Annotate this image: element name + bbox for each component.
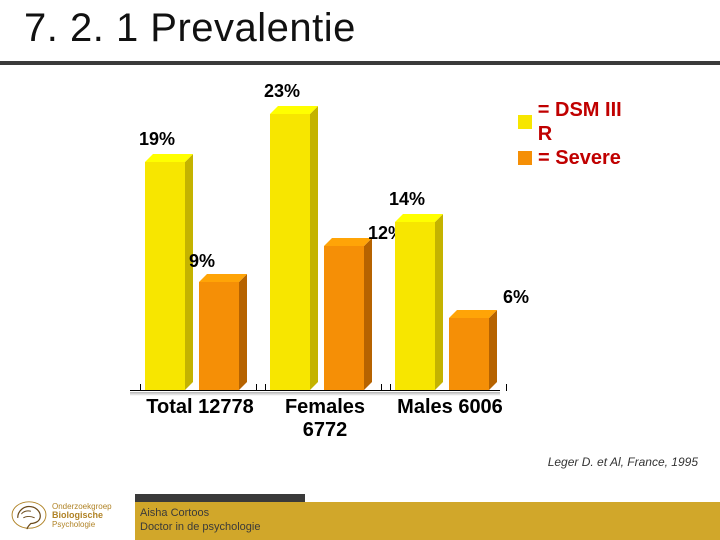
legend-label: = DSM III R [538,98,640,146]
page-title: 7. 2. 1 Prevalentie [24,6,356,50]
legend-swatch [518,115,532,129]
bar [199,282,239,390]
legend-swatch [518,151,532,165]
bar [449,318,489,390]
bar-value-label: 14% [389,189,425,210]
axis-tick [381,384,382,391]
footer-credit: Aisha Cortoos Doctor in de psychologie [140,506,260,534]
bar-top [270,106,318,114]
bar-top [395,214,443,222]
x-axis-label: Males 6006 [375,396,525,419]
axis-tick [265,384,266,391]
bar-side [185,154,193,390]
chart-plot-area: 19%9%23%12%14%6% [130,90,500,391]
x-axis-label-line: Males 6006 [375,396,525,419]
credit-line2: Doctor in de psychologie [140,520,260,534]
bar-value-label: 9% [189,251,215,272]
bar [270,114,310,390]
logo-text: Onderzoekgroep Biologische Psychologie [52,502,112,529]
bar-side [364,238,372,390]
bar-value-label: 6% [503,287,529,308]
x-axis-label-line: 6772 [250,419,400,442]
bar-value-label: 23% [264,81,300,102]
footer-logo: Onderzoekgroep Biologische Psychologie [10,494,120,536]
legend-row: = Severe [518,146,640,170]
title-bar: 7. 2. 1 Prevalentie [0,0,720,65]
bar-top [324,238,372,246]
axis-tick [390,384,391,391]
bar-top [449,310,497,318]
bar-side [489,310,497,390]
credit-line1: Aisha Cortoos [140,506,260,520]
citation-text: Leger D. et Al, France, 1995 [548,455,698,469]
logo-line3: Psychologie [52,520,112,529]
logo-line2: Biologische [52,511,112,520]
bar [145,162,185,390]
prevalence-chart: 19%9%23%12%14%6% Total 12778Females6772M… [80,90,640,430]
slide-footer: Onderzoekgroep Biologische Psychologie A… [0,488,720,540]
axis-tick [256,384,257,391]
bar-value-label: 19% [139,129,175,150]
bar [395,222,435,390]
chart-legend: = DSM III R= Severe [518,98,640,170]
brain-icon [10,499,48,531]
legend-row: = DSM III R [518,98,640,146]
bar-side [239,274,247,390]
bar-side [435,214,443,390]
axis-tick [140,384,141,391]
bar-top [145,154,193,162]
bar-top [199,274,247,282]
bar-side [310,106,318,390]
bar [324,246,364,390]
legend-label: = Severe [538,146,621,170]
axis-tick [506,384,507,391]
footer-band-dark [135,494,305,502]
